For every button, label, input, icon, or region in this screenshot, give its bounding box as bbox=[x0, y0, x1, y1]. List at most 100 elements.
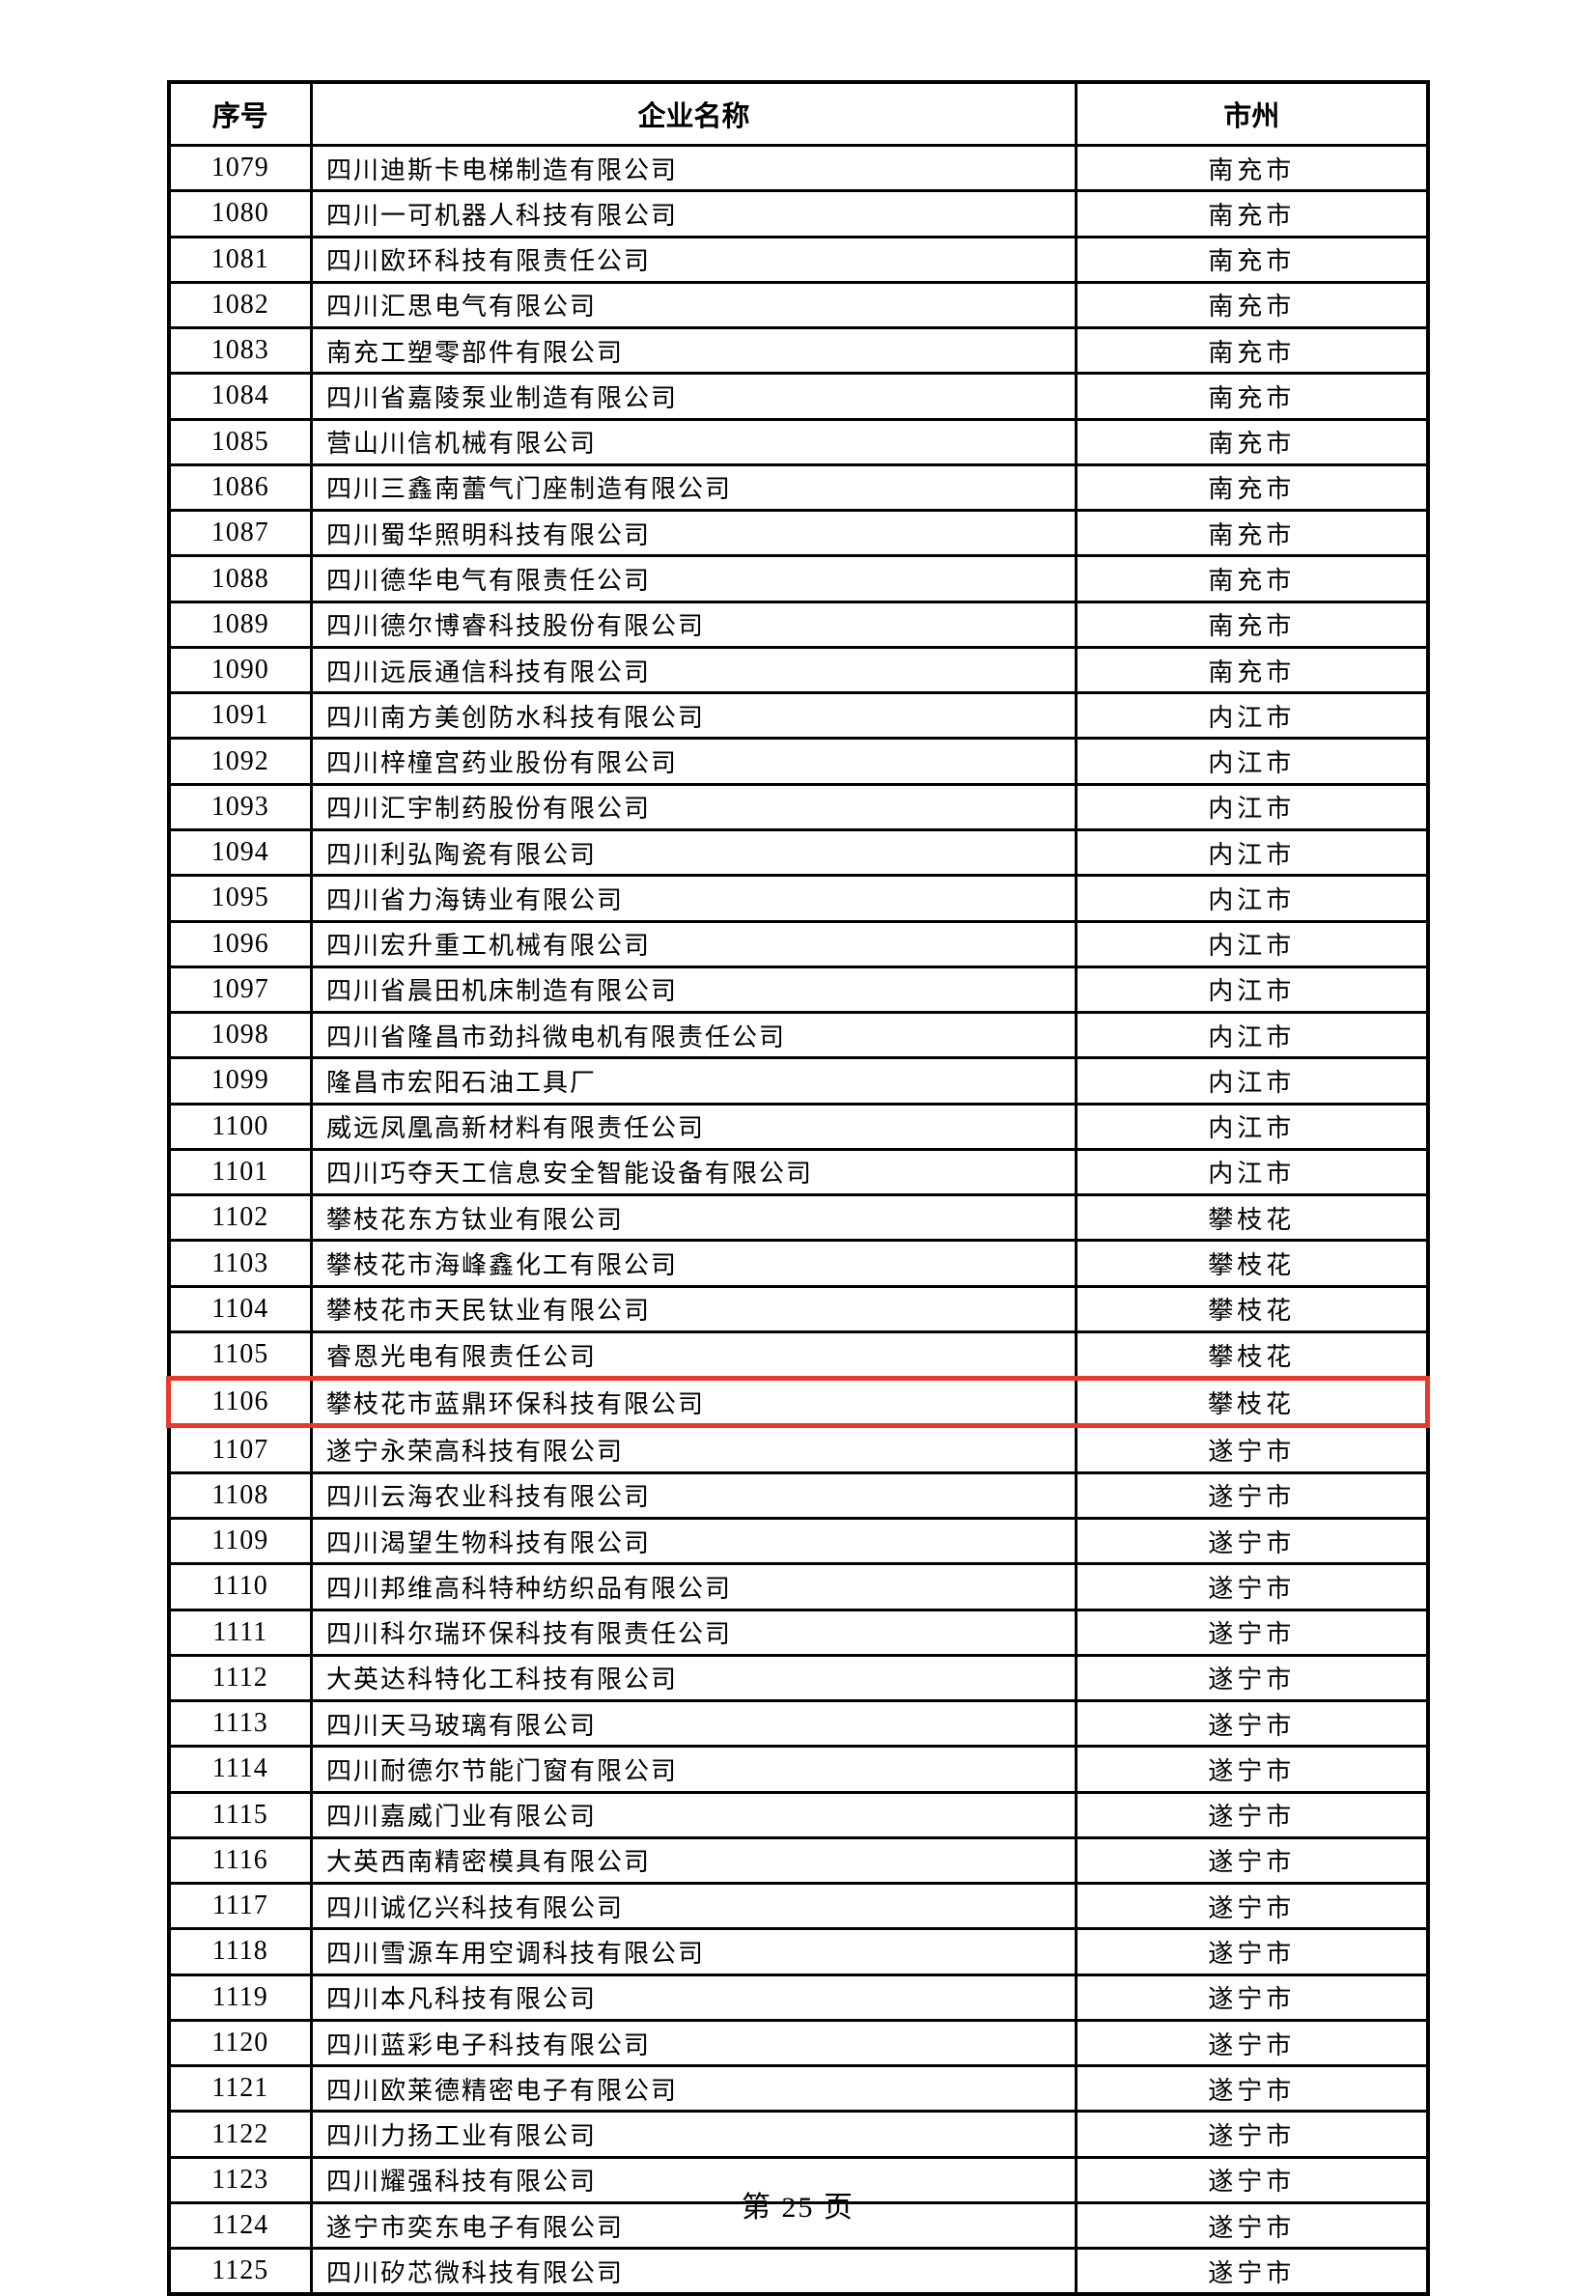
cell-company-name: 四川天马玻璃有限公司 bbox=[310, 1699, 1078, 1749]
cell-city: 攀枝花 bbox=[1075, 1284, 1429, 1333]
table-row: 1084 四川省嘉陵泵业制造有限公司 南充市 bbox=[167, 372, 1429, 421]
cell-serial: 1095 bbox=[167, 874, 313, 923]
cell-city: 南充市 bbox=[1075, 326, 1429, 376]
table-row: 1096 四川宏升重工机械有限公司 内江市 bbox=[167, 919, 1429, 968]
table-row: 1087 四川蜀华照明科技有限公司 南充市 bbox=[167, 509, 1429, 558]
cell-city: 内江市 bbox=[1075, 1102, 1429, 1151]
cell-city: 攀枝花 bbox=[1075, 1193, 1429, 1243]
cell-company-name: 四川本凡科技有限公司 bbox=[310, 1973, 1078, 2022]
cell-serial: 1099 bbox=[167, 1056, 313, 1106]
column-header-company-name: 企业名称 bbox=[310, 80, 1078, 147]
cell-city: 南充市 bbox=[1075, 417, 1429, 466]
table-row: 1121 四川欧莱德精密电子有限公司 遂宁市 bbox=[167, 2064, 1429, 2114]
table-row: 1089 四川德尔博睿科技股份有限公司 南充市 bbox=[167, 600, 1429, 649]
table-row: 1079 四川迪斯卡电梯制造有限公司 南充市 bbox=[167, 143, 1429, 193]
cell-city: 遂宁市 bbox=[1075, 1516, 1429, 1566]
cell-serial: 1083 bbox=[167, 326, 313, 376]
cell-city: 攀枝花 bbox=[1075, 1239, 1429, 1288]
table-row: 1086 四川三鑫南蕾气门座制造有限公司 南充市 bbox=[167, 462, 1429, 513]
cell-city: 内江市 bbox=[1075, 1056, 1429, 1106]
cell-company-name: 四川耀强科技有限公司 bbox=[310, 2155, 1078, 2204]
column-header-city: 市州 bbox=[1075, 80, 1429, 147]
table-row: 1110 四川邦维高科特种纺织品有限公司 遂宁市 bbox=[167, 1562, 1429, 1611]
cell-company-name: 四川利弘陶瓷有限公司 bbox=[310, 827, 1078, 878]
cell-serial: 1080 bbox=[167, 189, 313, 238]
table-row: 1093 四川汇宇制药股份有限公司 内江市 bbox=[167, 782, 1429, 831]
cell-company-name: 四川耐德尔节能门窗有限公司 bbox=[310, 1745, 1078, 1794]
cell-company-name: 四川迪斯卡电梯制造有限公司 bbox=[310, 143, 1078, 193]
cell-city: 遂宁市 bbox=[1075, 1653, 1429, 1703]
cell-serial: 1103 bbox=[167, 1239, 313, 1288]
cell-serial: 1086 bbox=[167, 462, 313, 513]
cell-city: 内江市 bbox=[1075, 827, 1429, 878]
cell-company-name: 遂宁永荣高科技有限公司 bbox=[310, 1424, 1078, 1474]
cell-city: 遂宁市 bbox=[1075, 1882, 1429, 1931]
cell-serial: 1082 bbox=[167, 280, 313, 330]
cell-city: 内江市 bbox=[1075, 965, 1429, 1015]
cell-city: 南充市 bbox=[1075, 462, 1429, 513]
cell-serial: 1115 bbox=[167, 1790, 313, 1839]
cell-company-name: 四川雪源车用空调科技有限公司 bbox=[310, 1927, 1078, 1976]
cell-company-name: 大英达科特化工科技有限公司 bbox=[310, 1653, 1078, 1703]
cell-serial: 1093 bbox=[167, 782, 313, 831]
table-row: 1095 四川省力海铸业有限公司 内江市 bbox=[167, 874, 1429, 923]
cell-serial: 1085 bbox=[167, 417, 313, 466]
table-row: 1081 四川欧环科技有限责任公司 南充市 bbox=[167, 235, 1429, 284]
cell-company-name: 四川嘉威门业有限公司 bbox=[310, 1790, 1078, 1839]
cell-city: 遂宁市 bbox=[1075, 1562, 1429, 1611]
table-row: 1098 四川省隆昌市劲抖微电机有限责任公司 内江市 bbox=[167, 1011, 1429, 1060]
cell-city: 遂宁市 bbox=[1075, 1745, 1429, 1794]
table-row: 1111 四川科尔瑞环保科技有限责任公司 遂宁市 bbox=[167, 1608, 1429, 1657]
cell-serial: 1109 bbox=[167, 1516, 313, 1566]
table-row: 1123 四川耀强科技有限公司 遂宁市 bbox=[167, 2155, 1429, 2204]
cell-company-name: 遂宁市奕东电子有限公司 bbox=[310, 2200, 1078, 2251]
cell-city: 南充市 bbox=[1075, 554, 1429, 603]
cell-company-name: 四川省晨田机床制造有限公司 bbox=[310, 965, 1078, 1015]
table-row: 1080 四川一可机器人科技有限公司 南充市 bbox=[167, 189, 1429, 238]
cell-serial: 1107 bbox=[167, 1424, 313, 1474]
table-row: 1118 四川雪源车用空调科技有限公司 遂宁市 bbox=[167, 1927, 1429, 1976]
cell-company-name: 攀枝花市海峰鑫化工有限公司 bbox=[310, 1239, 1078, 1288]
cell-city: 南充市 bbox=[1075, 280, 1429, 330]
cell-company-name: 四川蜀华照明科技有限公司 bbox=[310, 509, 1078, 558]
cell-company-name: 四川省隆昌市劲抖微电机有限责任公司 bbox=[310, 1011, 1078, 1060]
cell-serial: 1119 bbox=[167, 1973, 313, 2022]
cell-city: 内江市 bbox=[1075, 1011, 1429, 1060]
cell-serial: 1112 bbox=[167, 1653, 313, 1703]
cell-city: 攀枝花 bbox=[1075, 1376, 1430, 1429]
cell-company-name: 四川科尔瑞环保科技有限责任公司 bbox=[310, 1608, 1078, 1657]
cell-company-name: 大英西南精密模具有限公司 bbox=[310, 1835, 1078, 1886]
cell-city: 遂宁市 bbox=[1075, 2247, 1429, 2296]
table-row: 1112 大英达科特化工科技有限公司 遂宁市 bbox=[167, 1653, 1429, 1703]
cell-serial: 1105 bbox=[167, 1330, 313, 1381]
cell-serial: 1111 bbox=[167, 1608, 313, 1657]
cell-company-name: 隆昌市宏阳石油工具厂 bbox=[310, 1056, 1078, 1106]
cell-serial: 1117 bbox=[167, 1882, 313, 1931]
table-row: 1094 四川利弘陶瓷有限公司 内江市 bbox=[167, 827, 1429, 878]
cell-city: 遂宁市 bbox=[1075, 2018, 1429, 2068]
cell-city: 遂宁市 bbox=[1075, 1608, 1429, 1657]
cell-serial: 1125 bbox=[167, 2247, 313, 2296]
cell-city: 南充市 bbox=[1075, 509, 1429, 558]
cell-serial: 1098 bbox=[167, 1011, 313, 1060]
cell-serial: 1100 bbox=[167, 1102, 313, 1151]
table-row: 1105 睿恩光电有限责任公司 攀枝花 bbox=[167, 1330, 1429, 1381]
cell-serial: 1122 bbox=[167, 2110, 313, 2159]
cell-company-name: 四川远辰通信科技有限公司 bbox=[310, 645, 1078, 695]
cell-city: 遂宁市 bbox=[1075, 2200, 1429, 2251]
table-row: 1119 四川本凡科技有限公司 遂宁市 bbox=[167, 1973, 1429, 2022]
cell-serial: 1118 bbox=[167, 1927, 313, 1976]
table-row: 1101 四川巧夺天工信息安全智能设备有限公司 内江市 bbox=[167, 1147, 1429, 1197]
table-row: 1085 营山川信机械有限公司 南充市 bbox=[167, 417, 1429, 466]
table-row: 1083 南充工塑零部件有限公司 南充市 bbox=[167, 326, 1429, 376]
cell-city: 南充市 bbox=[1075, 600, 1429, 649]
cell-city: 南充市 bbox=[1075, 235, 1429, 284]
cell-serial: 1084 bbox=[167, 372, 313, 421]
cell-company-name: 四川力扬工业有限公司 bbox=[310, 2110, 1078, 2159]
cell-serial: 1102 bbox=[167, 1193, 313, 1243]
cell-company-name: 威远凤凰高新材料有限责任公司 bbox=[310, 1102, 1078, 1151]
table-row: 1120 四川蓝彩电子科技有限公司 遂宁市 bbox=[167, 2018, 1429, 2068]
cell-company-name: 营山川信机械有限公司 bbox=[310, 417, 1078, 466]
cell-city: 南充市 bbox=[1075, 143, 1429, 193]
cell-company-name: 南充工塑零部件有限公司 bbox=[310, 326, 1078, 376]
